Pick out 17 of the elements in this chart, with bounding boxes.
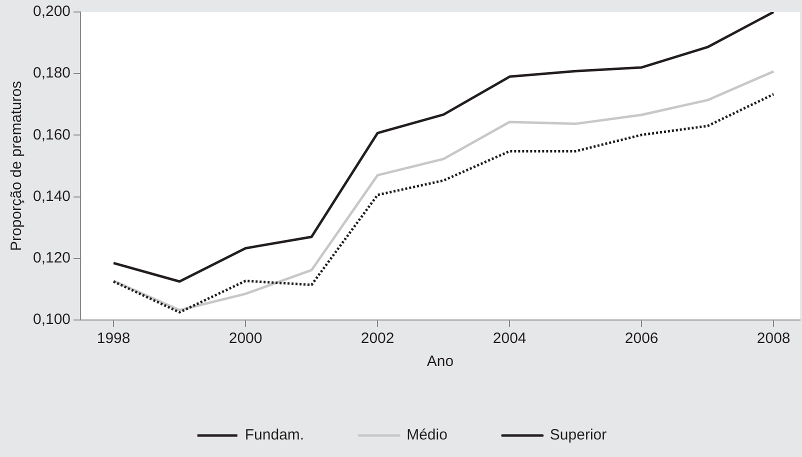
x-tick-label: 2002: [360, 330, 394, 348]
x-tick-label: 2004: [492, 330, 526, 348]
y-tick-label: 0,160: [32, 126, 71, 144]
legend-label: Fundam.: [244, 426, 304, 444]
x-tick-label: 2006: [624, 330, 658, 348]
x-tick-label: 2000: [228, 330, 262, 348]
y-axis-title: Proporção de prematuros: [8, 80, 26, 252]
legend-label: Superior: [550, 426, 607, 444]
y-tick-label: 0,200: [32, 3, 71, 20]
y-tick-label: 0,120: [32, 250, 71, 267]
x-axis-title: Ano: [426, 353, 454, 370]
legend-label: Médio: [406, 426, 448, 444]
x-tick-label: 2008: [756, 330, 790, 348]
y-tick-label: 0,140: [32, 188, 71, 205]
y-tick-label: 0,100: [32, 311, 71, 328]
x-tick-label: 1998: [96, 330, 130, 348]
y-tick-label: 0,180: [32, 64, 71, 82]
